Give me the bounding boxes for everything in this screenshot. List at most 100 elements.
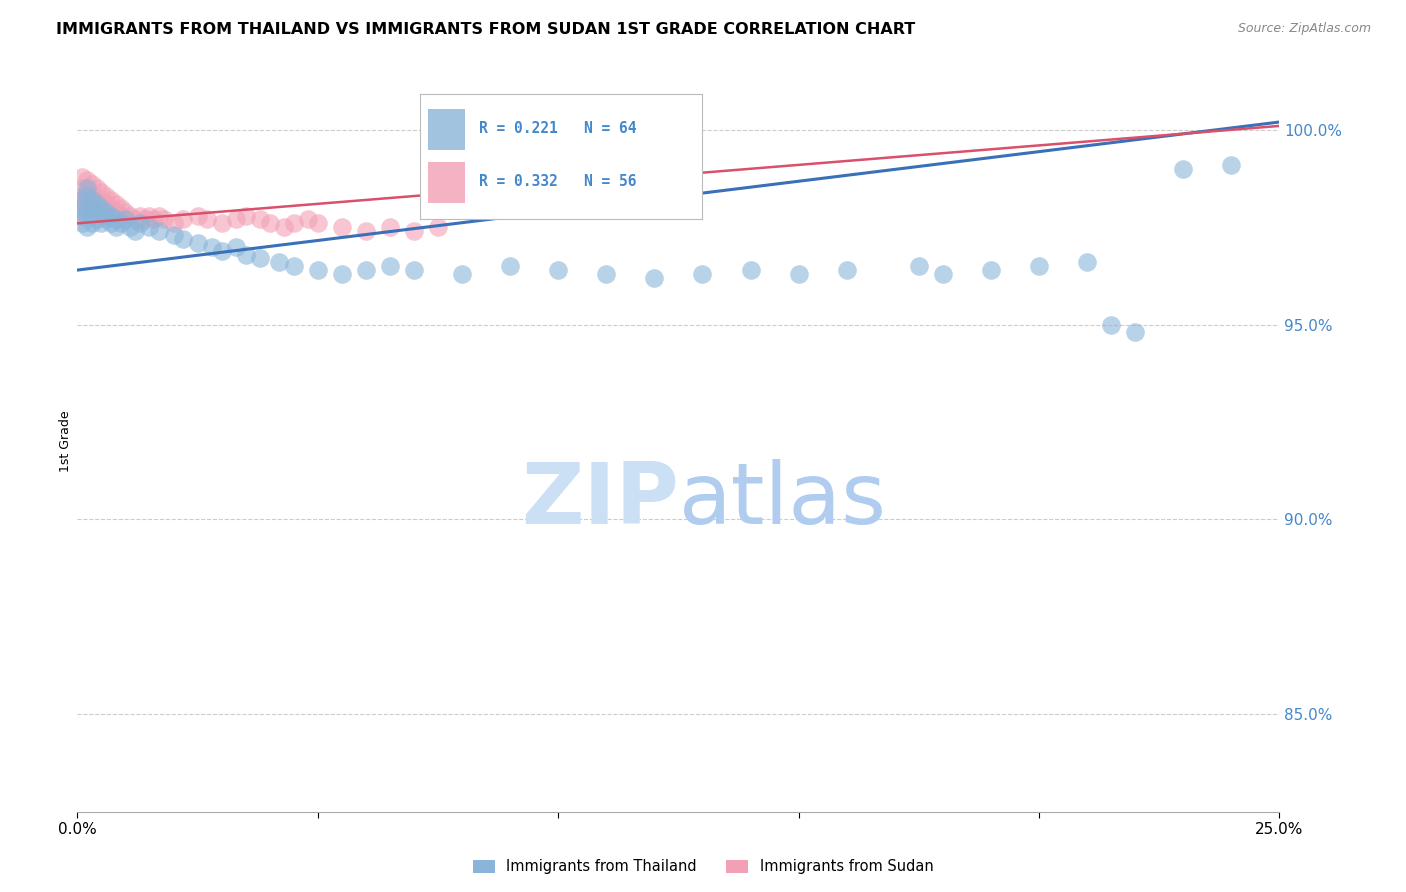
Point: [249, 212, 271, 227]
Text: atlas: atlas: [679, 459, 886, 542]
Point: [90, 201, 112, 215]
Point: [120, 209, 142, 223]
Point: [283, 259, 305, 273]
Point: [153, 212, 176, 227]
Point: [96, 204, 118, 219]
Point: [96, 204, 118, 219]
Point: [273, 220, 295, 235]
Point: [235, 209, 257, 223]
Point: [96, 189, 118, 203]
Point: [835, 263, 858, 277]
Point: [70, 201, 93, 215]
Point: [70, 204, 93, 219]
Point: [354, 224, 377, 238]
Point: [104, 220, 127, 235]
Point: [595, 267, 617, 281]
Point: [402, 263, 425, 277]
Point: [1220, 158, 1243, 172]
Point: [100, 209, 122, 223]
Point: [740, 263, 762, 277]
Point: [110, 209, 132, 223]
Point: [86, 201, 108, 215]
Point: [195, 212, 218, 227]
Point: [378, 259, 401, 273]
Point: [148, 224, 170, 238]
Point: [104, 212, 127, 227]
Point: [86, 212, 108, 227]
Point: [100, 201, 122, 215]
Point: [354, 263, 377, 277]
Point: [283, 216, 305, 230]
Point: [80, 193, 103, 207]
Point: [90, 204, 112, 219]
Point: [90, 185, 112, 199]
Point: [80, 201, 103, 215]
Point: [908, 259, 931, 273]
Legend: Immigrants from Thailand, Immigrants from Sudan: Immigrants from Thailand, Immigrants fro…: [467, 854, 939, 880]
Point: [86, 197, 108, 211]
Point: [124, 212, 146, 227]
Point: [120, 220, 142, 235]
Point: [114, 212, 136, 227]
Point: [80, 209, 103, 223]
Point: [70, 197, 93, 211]
Point: [114, 204, 136, 219]
Point: [80, 197, 103, 211]
Point: [104, 204, 127, 219]
Point: [330, 220, 353, 235]
Point: [128, 216, 150, 230]
Point: [378, 220, 401, 235]
Point: [76, 193, 98, 207]
Point: [787, 267, 810, 281]
Text: IMMIGRANTS FROM THAILAND VS IMMIGRANTS FROM SUDAN 1ST GRADE CORRELATION CHART: IMMIGRANTS FROM THAILAND VS IMMIGRANTS F…: [56, 22, 915, 37]
Point: [80, 189, 103, 203]
Point: [643, 271, 665, 285]
Point: [307, 216, 329, 230]
Point: [211, 216, 233, 230]
Point: [499, 259, 522, 273]
Point: [76, 185, 98, 199]
Point: [70, 181, 93, 195]
Point: [124, 224, 146, 238]
Point: [100, 193, 122, 207]
Point: [86, 193, 108, 207]
Point: [100, 216, 122, 230]
Point: [307, 263, 329, 277]
Point: [76, 201, 98, 215]
Point: [201, 240, 224, 254]
Point: [235, 247, 257, 261]
Text: ZIP: ZIP: [520, 459, 679, 542]
Point: [249, 252, 271, 266]
Point: [70, 209, 93, 223]
Point: [90, 216, 112, 230]
Point: [70, 193, 93, 207]
Point: [402, 224, 425, 238]
Point: [269, 255, 291, 269]
Point: [330, 267, 353, 281]
Point: [138, 220, 160, 235]
Point: [451, 267, 474, 281]
Point: [259, 216, 281, 230]
Point: [1173, 161, 1195, 176]
Point: [86, 204, 108, 219]
Point: [172, 212, 194, 227]
Point: [134, 212, 156, 227]
Point: [1099, 318, 1122, 332]
Point: [76, 173, 98, 187]
Text: Source: ZipAtlas.com: Source: ZipAtlas.com: [1237, 22, 1371, 36]
Point: [86, 181, 108, 195]
Point: [80, 216, 103, 230]
Point: [297, 212, 319, 227]
Point: [70, 216, 93, 230]
Point: [80, 178, 103, 192]
Point: [110, 216, 132, 230]
Point: [90, 209, 112, 223]
Point: [96, 197, 118, 211]
Point: [162, 216, 184, 230]
Point: [104, 197, 127, 211]
Point: [1123, 326, 1146, 340]
Point: [187, 209, 209, 223]
Point: [90, 197, 112, 211]
Point: [76, 189, 98, 203]
Point: [138, 209, 160, 223]
